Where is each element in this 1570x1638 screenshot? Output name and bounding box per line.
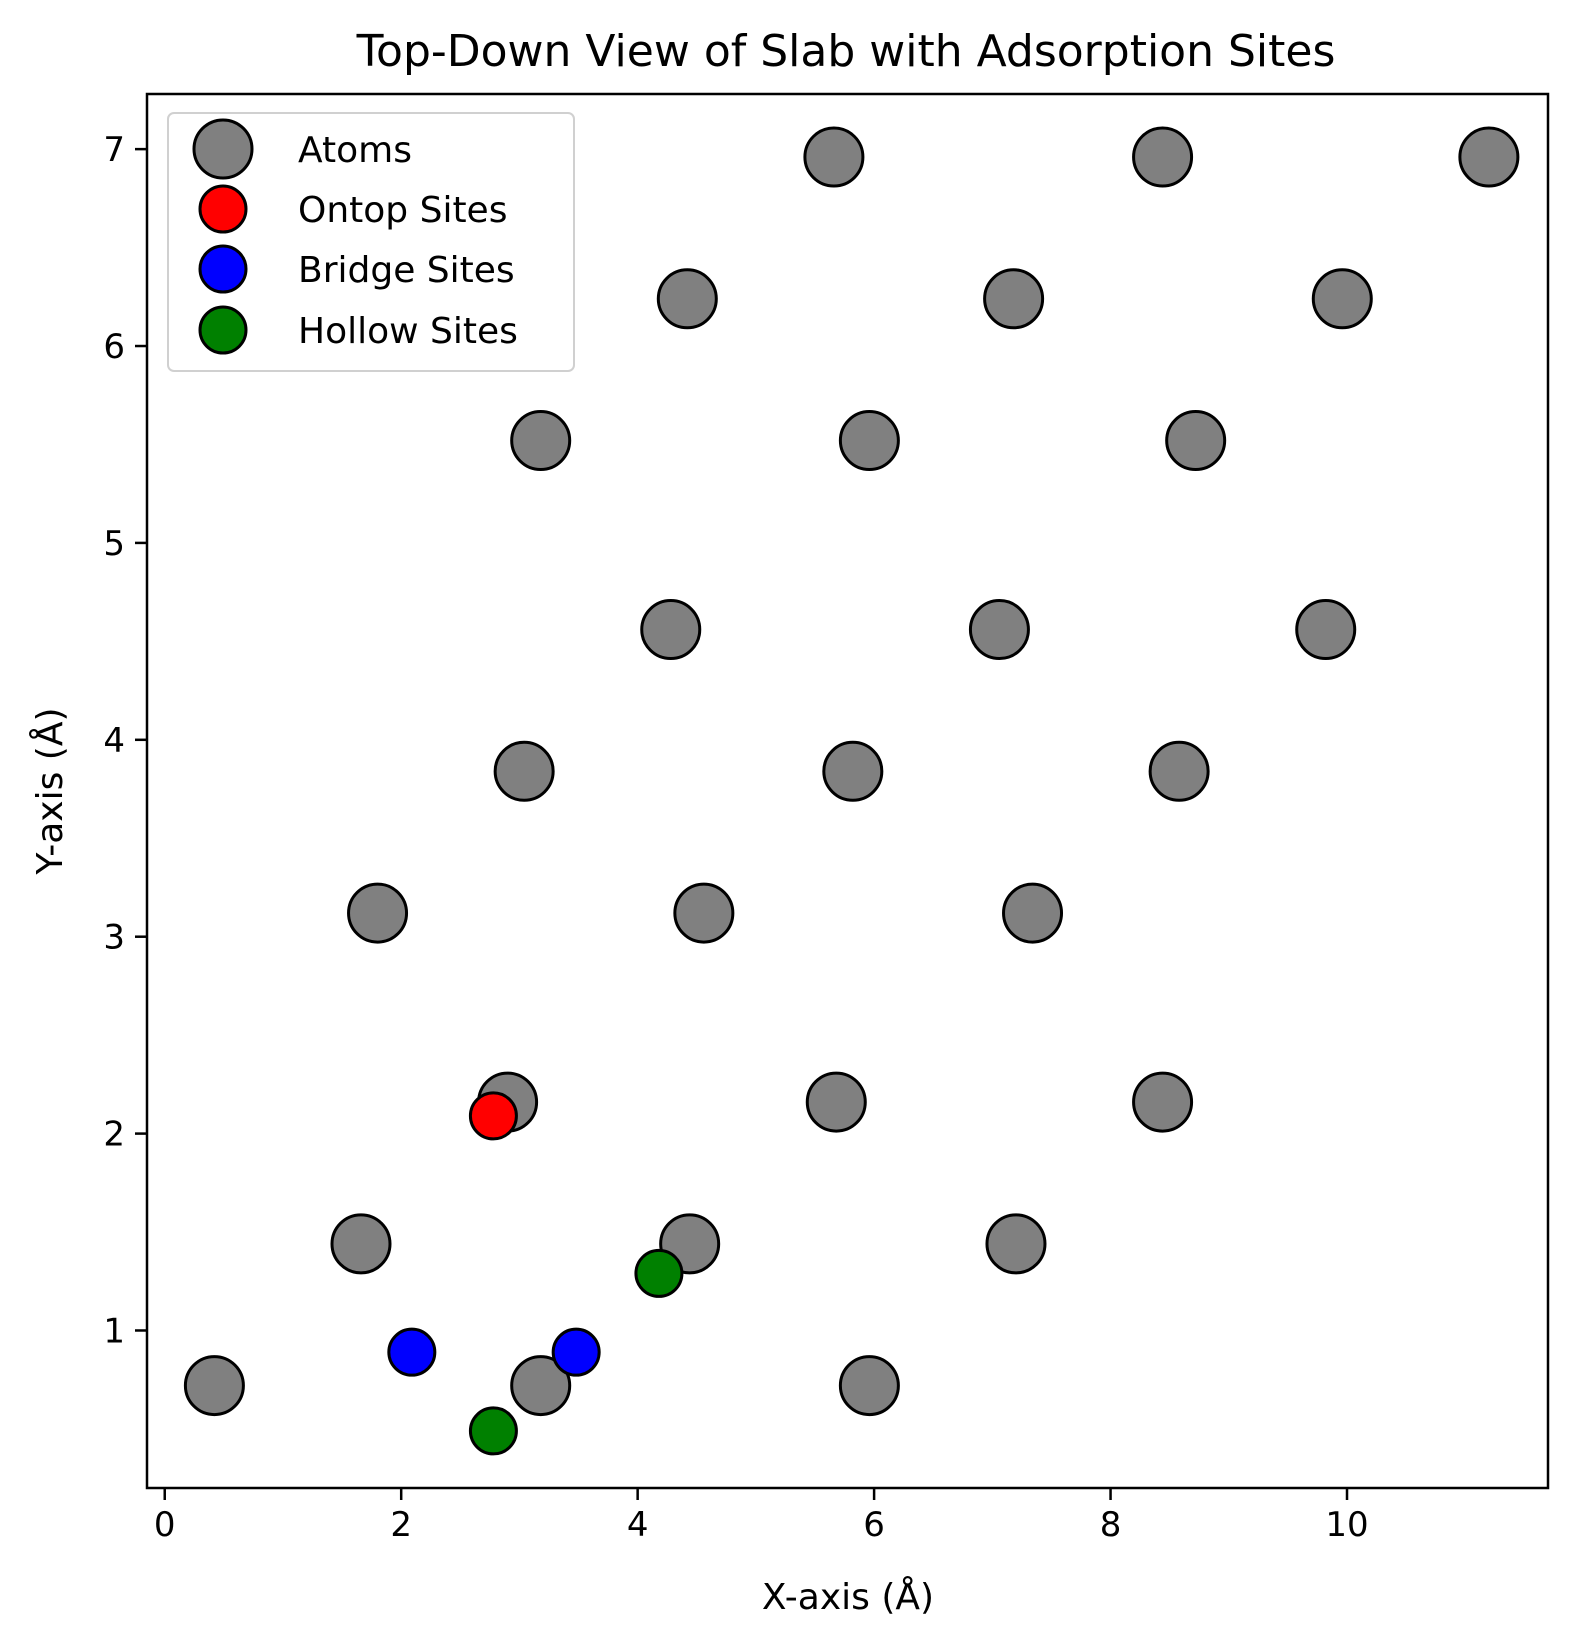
x-axis-label: X-axis (Å) bbox=[762, 1575, 934, 1618]
y-tick-label: 4 bbox=[103, 721, 125, 761]
y-tick-label: 3 bbox=[103, 918, 125, 958]
y-axis-label: Y-axis (Å) bbox=[28, 708, 71, 876]
legend-marker-bridge-sites bbox=[198, 244, 248, 294]
x-tick-label: 2 bbox=[390, 1505, 412, 1545]
point-hollow-sites-0 bbox=[468, 1406, 518, 1456]
series-bridge-sites bbox=[387, 1327, 601, 1377]
x-tick-label: 4 bbox=[627, 1505, 649, 1545]
point-atoms-12 bbox=[493, 740, 555, 802]
point-atoms-24 bbox=[803, 126, 865, 188]
series-hollow-sites bbox=[468, 1248, 684, 1456]
x-tick-label: 10 bbox=[1325, 1505, 1368, 1545]
point-atoms-17 bbox=[1295, 599, 1357, 661]
plot-frame bbox=[145, 92, 1550, 1490]
point-atoms-23 bbox=[1311, 268, 1373, 330]
y-tick-label: 1 bbox=[103, 1311, 125, 1351]
point-atoms-2 bbox=[838, 1355, 900, 1417]
y-tick-label: 6 bbox=[103, 327, 125, 367]
point-atoms-22 bbox=[983, 268, 1045, 330]
point-atoms-8 bbox=[1132, 1071, 1194, 1133]
point-atoms-21 bbox=[656, 268, 718, 330]
point-atoms-25 bbox=[1132, 126, 1194, 188]
y-tick-label: 7 bbox=[103, 130, 125, 170]
point-atoms-18 bbox=[510, 410, 572, 472]
point-bridge-sites-1 bbox=[551, 1327, 601, 1377]
point-atoms-16 bbox=[968, 599, 1030, 661]
point-hollow-sites-1 bbox=[634, 1248, 684, 1298]
point-atoms-7 bbox=[805, 1071, 867, 1133]
point-atoms-15 bbox=[640, 599, 702, 661]
legend-box bbox=[167, 112, 575, 372]
point-atoms-11 bbox=[1002, 882, 1064, 944]
legend-label-bridge-sites: Bridge Sites bbox=[298, 250, 515, 291]
legend-label-atoms: Atoms bbox=[298, 130, 412, 171]
point-atoms-0 bbox=[183, 1355, 245, 1417]
point-ontop-sites-0 bbox=[468, 1091, 518, 1141]
x-tick-label: 6 bbox=[863, 1505, 885, 1545]
point-atoms-3 bbox=[330, 1213, 392, 1275]
point-atoms-26 bbox=[1458, 126, 1520, 188]
point-atoms-14 bbox=[1148, 740, 1210, 802]
legend-label-ontop-sites: Ontop Sites bbox=[298, 190, 507, 231]
y-tick-label: 5 bbox=[103, 524, 125, 564]
chart-title: Top-Down View of Slab with Adsorption Si… bbox=[356, 26, 1336, 77]
point-atoms-13 bbox=[822, 740, 884, 802]
legend-label-hollow-sites: Hollow Sites bbox=[298, 311, 518, 352]
legend-marker-ontop-sites bbox=[198, 184, 248, 234]
x-axis-ticks: 0 2 4 6 8 10 bbox=[154, 1488, 1369, 1545]
legend-marker-hollow-sites bbox=[198, 305, 248, 355]
legend-marker-atoms bbox=[192, 118, 254, 180]
legend: Atoms Ontop Sites Bridge Sites Hollow Sites bbox=[167, 112, 575, 372]
point-atoms-5 bbox=[985, 1213, 1047, 1275]
series-ontop-sites bbox=[468, 1091, 518, 1141]
point-atoms-1 bbox=[510, 1355, 572, 1417]
point-atoms-20 bbox=[1165, 410, 1227, 472]
point-atoms-9 bbox=[347, 882, 409, 944]
y-axis-ticks: 1 2 3 4 5 6 7 bbox=[103, 130, 147, 1351]
point-bridge-sites-0 bbox=[387, 1327, 437, 1377]
point-atoms-10 bbox=[673, 882, 735, 944]
y-tick-label: 2 bbox=[103, 1115, 125, 1155]
x-tick-label: 0 bbox=[154, 1505, 176, 1545]
point-atoms-19 bbox=[838, 410, 900, 472]
series-layer bbox=[183, 126, 1520, 1456]
x-tick-label: 8 bbox=[1100, 1505, 1122, 1545]
